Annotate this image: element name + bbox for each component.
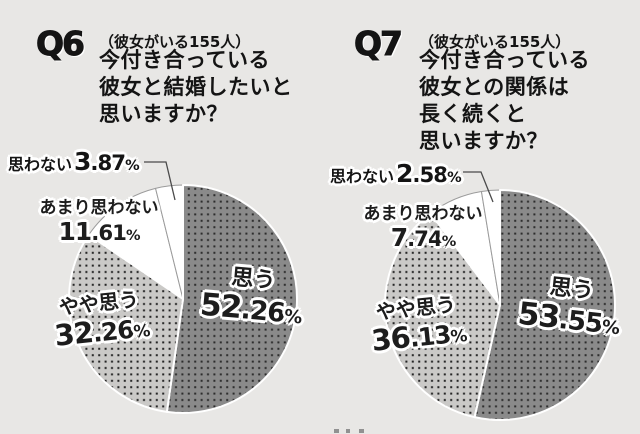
q7-question-line: 思いますか？ [419,129,548,153]
q7-omowanai-value: 2.58% [396,159,462,188]
q7-slice-1 [384,212,501,419]
q7-amari-text: あまり思わない [363,204,483,224]
q6-label-amari-omowanai: あまり思わない 11.61% [18,198,180,246]
q7-sample-note: （彼女がいる155人） [419,33,571,51]
q6-label-omou: 思う 52.26% [180,262,324,331]
q7-question-line: 彼女との関係は [419,75,570,99]
q6-slice-0 [165,184,298,414]
q6-question-line: 今付き合っている [99,48,270,72]
q7-question: 今付き合っている 彼女との関係は 長く続くと 思いますか？ [419,47,590,155]
q6-amari-value: 11.61% [58,216,141,246]
q6-omowanai-value: 3.87% [74,147,140,176]
q7-omowanai-leader-line [463,171,494,203]
q6-question: 今付き合っている 彼女と結婚したいと 思いますか？ [99,47,293,128]
cropped-text-mark [359,429,364,433]
q7-question-line: 長く続くと [419,102,527,126]
q7-question-line: 今付き合っている [419,48,590,72]
cropped-text-mark [346,429,350,433]
q6-omowanai-leader-line [144,161,176,201]
q6-slice-2 [88,187,184,300]
q7-label-amari-omowanai: あまり思わない 7.74% [342,204,504,252]
q7-slice-0 [473,189,616,421]
q6-omowanai-text: 思わない [8,155,73,174]
q6-sample-note: （彼女がいる155人） [99,33,251,51]
q7-omowanai-text: 思わない [330,167,395,186]
q6-slice-1 [68,233,184,413]
q7-label-omowanai: 思わない 2.58% [330,159,462,188]
q6-question-line: 彼女と結婚したいと [99,75,293,99]
q6-amari-text: あまり思わない [39,198,159,218]
q7-badge: Q7 [353,24,403,64]
q6-label-omowanai: 思わない 3.87% [8,147,140,176]
cropped-text-mark [334,429,339,433]
q7-amari-value: 7.74% [390,222,457,252]
q6-badge: Q6 [35,24,85,64]
q6-question-line: 思いますか？ [99,102,228,126]
